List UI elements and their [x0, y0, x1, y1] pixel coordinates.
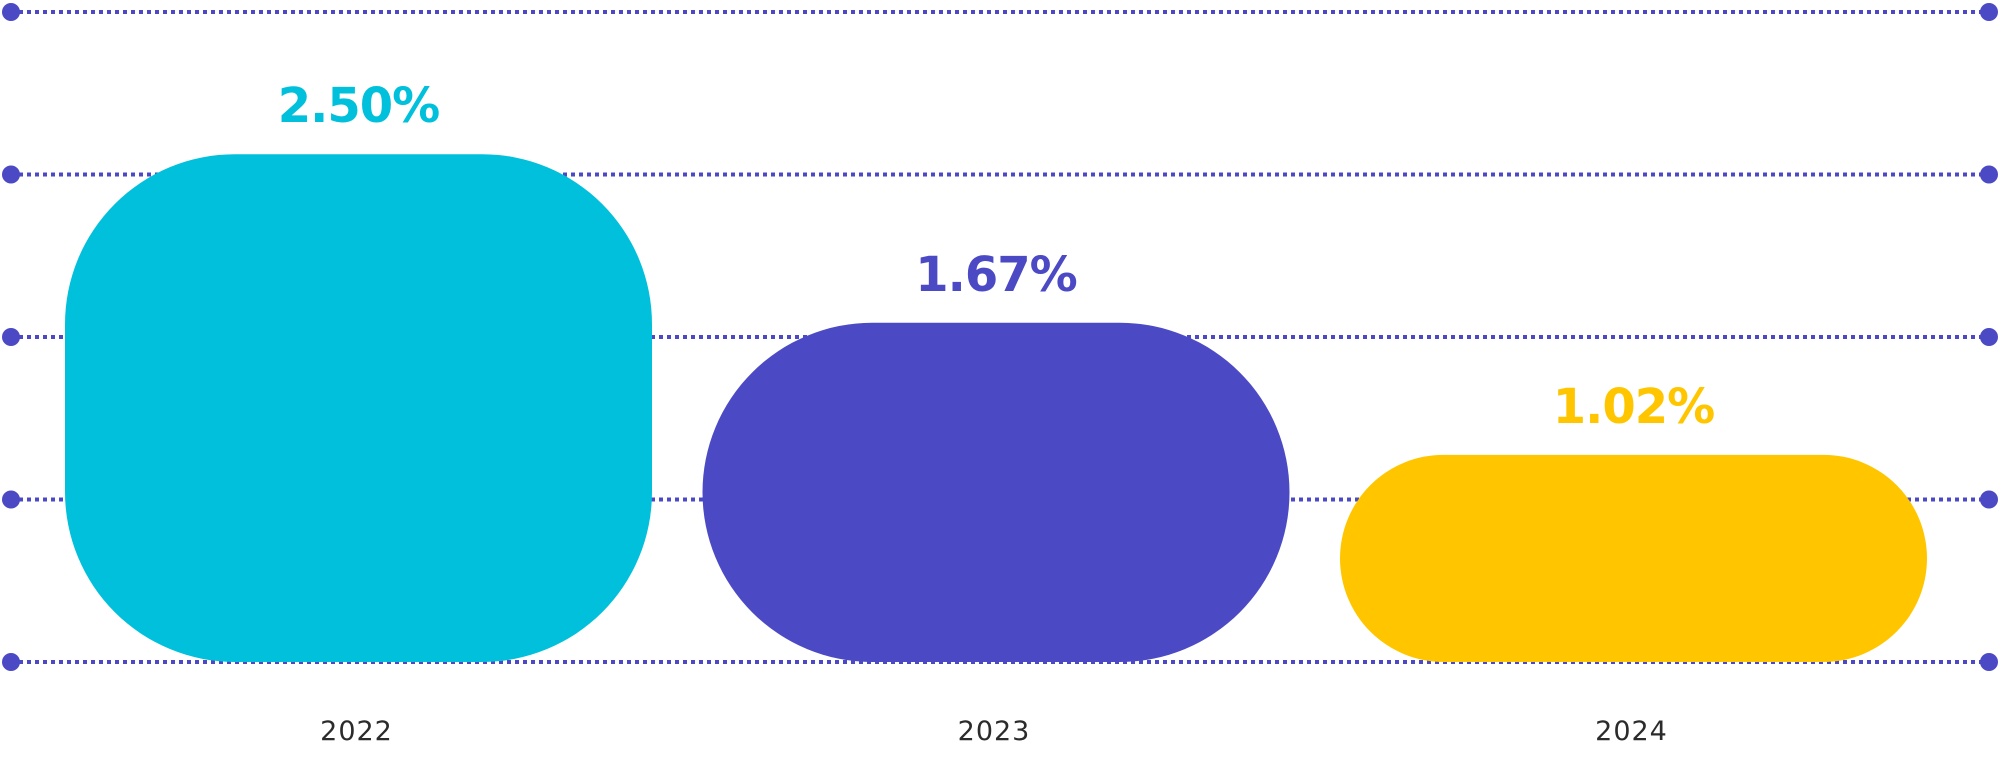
x-tick-label-2024: 2024 — [1595, 716, 1668, 747]
value-label-2023: 1.67% — [915, 247, 1077, 303]
gridline-dot — [1980, 490, 1998, 509]
x-axis-ticks: 2022 2023 2024 — [320, 716, 1668, 747]
gridline-dot — [2, 3, 20, 21]
gridline-dot — [2, 653, 20, 671]
value-label-2024: 1.02% — [1553, 379, 1715, 435]
gridline-dot — [2, 328, 20, 346]
bars — [65, 154, 1927, 662]
gridline-dot — [1980, 653, 1998, 671]
value-labels: 2.50% 1.67% 1.02% — [278, 78, 1716, 435]
gridline-dot — [2, 490, 20, 509]
x-tick-label-2023: 2023 — [958, 716, 1031, 747]
x-tick-label-2022: 2022 — [320, 716, 393, 747]
gridline-dot — [1980, 328, 1998, 346]
bar-2024 — [1340, 454, 1927, 662]
gridline-dot — [1980, 165, 1998, 184]
value-label-2022: 2.50% — [278, 78, 440, 134]
gridline-dot — [2, 165, 20, 184]
gridline-dot — [1980, 3, 1998, 21]
bar-2023 — [702, 322, 1290, 662]
bar-2022 — [65, 154, 652, 662]
